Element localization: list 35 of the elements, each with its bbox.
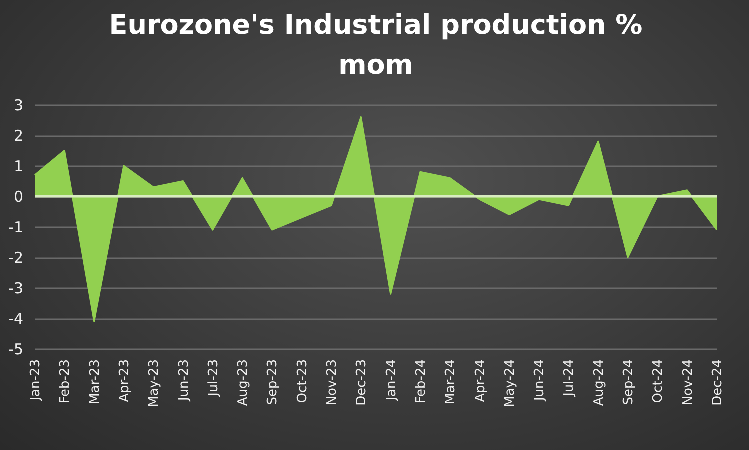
y-tick-label: 1 bbox=[14, 158, 24, 176]
x-tick-label: Jan-24 bbox=[384, 360, 400, 402]
y-tick-label: 0 bbox=[14, 188, 24, 206]
x-tick-label: Sep-24 bbox=[622, 360, 637, 406]
x-tick-label: Jun-23 bbox=[176, 360, 192, 402]
x-tick-label: Jan-23 bbox=[28, 360, 44, 402]
x-tick-label: May-24 bbox=[502, 360, 518, 408]
x-tick-label: Feb-23 bbox=[58, 360, 74, 404]
x-tick-label: Jun-24 bbox=[532, 360, 548, 402]
y-tick-label: -2 bbox=[8, 249, 24, 267]
x-tick-label: Sep-23 bbox=[266, 360, 281, 406]
x-tick-label: Apr-23 bbox=[117, 360, 132, 402]
x-tick-label: Mar-23 bbox=[88, 360, 103, 404]
x-tick-label: Feb-24 bbox=[414, 360, 429, 404]
x-tick-label: May-23 bbox=[147, 360, 162, 408]
x-tick-label: Oct-24 bbox=[651, 360, 666, 404]
x-tick-label: Apr-24 bbox=[473, 360, 488, 402]
x-tick-label: Oct-23 bbox=[295, 360, 310, 404]
y-tick-label: -5 bbox=[8, 340, 24, 358]
y-tick-label: 2 bbox=[14, 127, 24, 145]
y-tick-label: 3 bbox=[14, 96, 24, 114]
y-tick-label: -1 bbox=[8, 218, 24, 236]
y-tick-label: -3 bbox=[8, 280, 24, 298]
text: Eurozone's Industrial production % bbox=[109, 10, 643, 41]
x-tick-label: Jul-24 bbox=[562, 360, 578, 398]
x-tick-label: Nov-23 bbox=[325, 360, 340, 406]
x-tick-label: Nov-24 bbox=[680, 360, 696, 406]
x-tick-label: Aug-24 bbox=[592, 360, 607, 406]
x-tick-label: Jul-23 bbox=[206, 360, 222, 398]
x-tick-label: Mar-24 bbox=[444, 360, 459, 404]
text: mom bbox=[338, 50, 414, 81]
y-tick-label: -4 bbox=[8, 310, 24, 328]
x-tick-label: Dec-23 bbox=[354, 360, 370, 406]
x-tick-label: Dec-24 bbox=[710, 360, 726, 406]
x-tick-label: Aug-23 bbox=[236, 360, 252, 406]
